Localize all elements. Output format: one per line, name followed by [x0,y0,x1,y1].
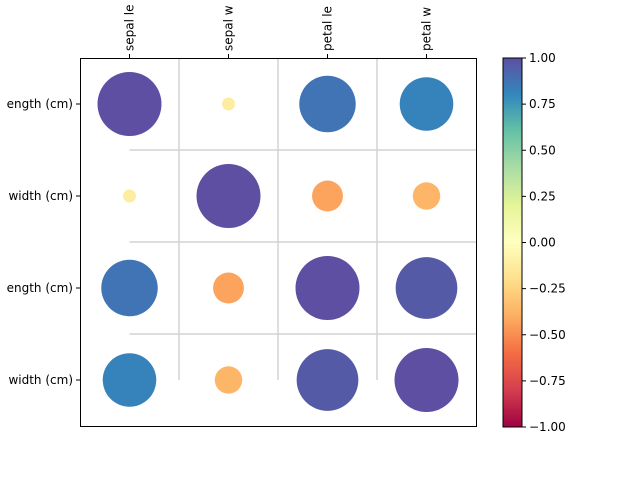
bubble-4-4 [394,348,459,412]
plot-frame [80,58,477,427]
y-tick-label: width (cm) [8,373,73,387]
bubble-2-2 [196,164,261,228]
x-tick-label: petal w [420,7,434,51]
y-tick-label: width (cm) [8,189,73,203]
x-tick-label: petal le [321,6,335,51]
colorbar-axis: 1.00 0.75 0.50 0.25 0.00 −0.25 −0.50 −0.75 −1.00 [522,51,566,434]
bubble-2-4 [412,182,441,210]
colorbar-tick-label: 0.25 [529,189,556,203]
y-tick-label: ength (cm) [7,97,73,111]
colorbar-tick-label: −1.00 [529,420,566,434]
colorbar [502,57,523,428]
bubble-3-3 [295,256,360,320]
y-tick-label: ength (cm) [7,281,73,295]
colorbar-tick-label: −0.25 [529,282,566,296]
bubble-2-1 [123,189,136,203]
colorbar-tick-label: −0.50 [529,328,566,342]
bubble-3-1 [101,259,158,317]
bubble-3-2 [213,272,244,304]
bubble-2-3 [312,180,343,212]
bubble-1-1 [97,72,162,136]
bubble-markers [97,72,459,412]
bubble-4-3 [296,349,359,411]
colorbar-tick-label: 0.75 [529,97,556,111]
colorbar-tick-label: 0.00 [529,236,556,250]
y-axis: ength (cm) width (cm) ength (cm) width (cm) [7,97,80,387]
x-tick-label: sepal le [123,5,137,51]
bubble-4-2 [214,366,243,394]
bubble-1-3 [299,75,356,133]
colorbar-tick-label: 0.50 [529,143,556,157]
grid-lines [129,58,476,380]
bubble-3-4 [395,257,458,319]
x-axis: sepal le sepal w petal le petal w [123,5,434,58]
colorbar-tick-label: −0.75 [529,374,566,388]
bubble-1-4 [399,77,454,131]
x-tick-label: sepal w [222,5,236,51]
bubble-1-2 [222,97,235,111]
colorbar-tick-label: 1.00 [529,51,556,65]
bubble-4-1 [102,353,157,407]
